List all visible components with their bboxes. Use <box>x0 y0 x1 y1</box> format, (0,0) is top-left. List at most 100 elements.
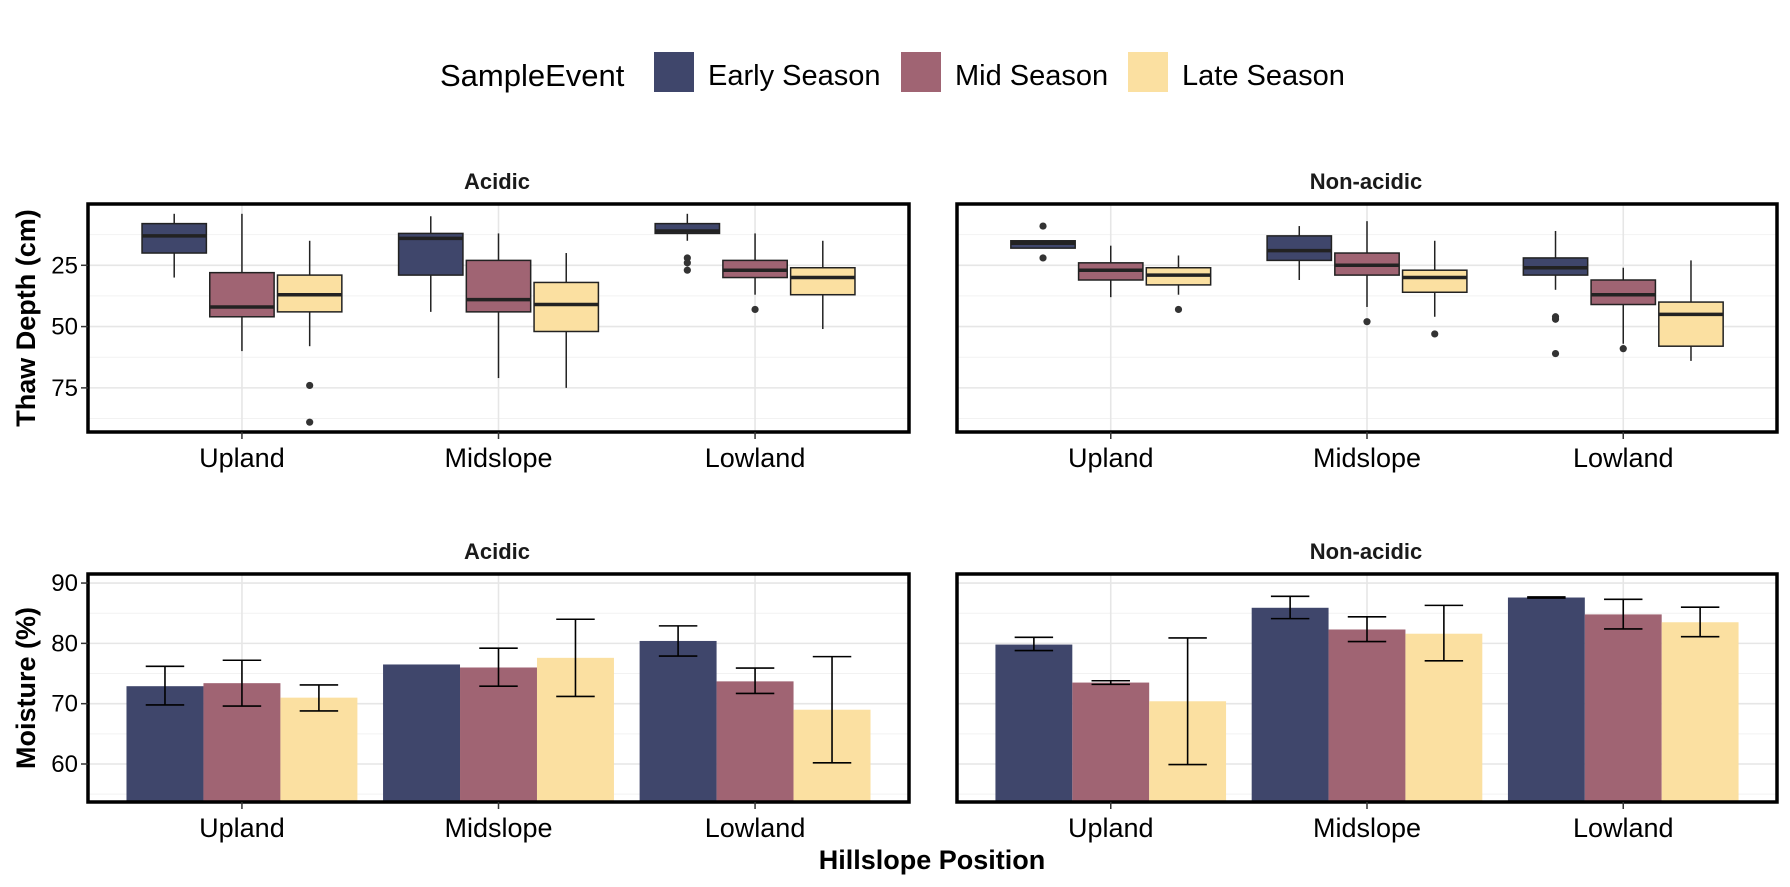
bar-upland-late <box>280 697 358 802</box>
panel-thaw-nonacidic: Upland Midslope Lowland <box>955 202 1779 473</box>
error-bar <box>556 618 595 698</box>
error-bar <box>299 684 339 712</box>
bar-midslope-mid <box>1328 629 1406 802</box>
box-lowland-early <box>1522 230 1589 358</box>
bar-lowland-late <box>1661 622 1739 802</box>
box-lowland-mid <box>722 233 788 314</box>
panel-moisture-acidic: Upland Midslope Lowland 60 70 80 90 <box>51 570 911 843</box>
moisture-y-axis-title: Moisture (%) <box>11 607 41 769</box>
bar-lowland-mid <box>1584 614 1662 802</box>
error-bar <box>1680 606 1720 638</box>
box-upland-mid <box>209 213 275 352</box>
bar-upland-early <box>995 644 1073 802</box>
error-bar <box>735 667 775 695</box>
box-midslope-late <box>1401 240 1468 338</box>
y-tick-label: 25 <box>51 252 78 279</box>
x-tick-label: Upland <box>199 443 285 473</box>
box-outlier <box>1039 254 1047 262</box>
y-tick-label: 90 <box>51 570 78 597</box>
box-outlier <box>306 418 314 426</box>
box-midslope-early <box>397 216 464 312</box>
error-bar <box>1270 595 1310 620</box>
bar-upland-mid <box>1072 682 1150 802</box>
panel-thaw-acidic: Upland Midslope Lowland 25 50 75 <box>51 202 911 473</box>
x-tick-label: Midslope <box>444 443 552 473</box>
bar-lowland-early <box>639 640 717 802</box>
error-bar <box>1604 598 1643 630</box>
box-outlier <box>1551 349 1560 358</box>
error-bar <box>658 625 698 657</box>
legend-key-late <box>1128 52 1168 92</box>
box-outlier <box>1363 318 1371 326</box>
x-tick-label: Midslope <box>444 813 552 843</box>
x-tick-label: Lowland <box>1573 813 1674 843</box>
box-upland-late <box>1145 255 1212 314</box>
box-body <box>654 222 721 235</box>
box-midslope-mid <box>1334 221 1400 326</box>
box-outlier <box>751 305 759 314</box>
error-bar <box>1527 596 1566 599</box>
y-tick-label: 75 <box>51 375 78 402</box>
box-outlier <box>683 259 691 267</box>
legend-label-late: Late Season <box>1182 60 1345 92</box>
facet-title-thaw-nonacidic: Non-acidic <box>1310 169 1422 194</box>
x-tick-label: Lowland <box>705 443 806 473</box>
box-lowland-early <box>654 213 721 274</box>
bar-midslope-late <box>1405 633 1483 802</box>
box-body <box>209 271 275 318</box>
box-body <box>789 266 856 296</box>
box-body <box>1266 235 1333 262</box>
facet-title-thaw-acidic: Acidic <box>464 169 530 194</box>
x-tick-label: Lowland <box>705 813 806 843</box>
x-tick-label: Lowland <box>1573 443 1674 473</box>
bar-lowland-mid <box>716 681 794 802</box>
error-bar <box>222 659 262 707</box>
box-outlier <box>683 266 691 274</box>
y-tick-label: 50 <box>51 314 78 341</box>
box-midslope-mid <box>465 233 532 379</box>
facet-title-moisture-acidic: Acidic <box>464 539 530 564</box>
box-outlier <box>1039 222 1047 230</box>
x-tick-label: Midslope <box>1313 813 1421 843</box>
y-tick-label: 70 <box>51 691 78 718</box>
box-body <box>141 222 208 254</box>
box-lowland-late <box>789 240 856 330</box>
box-lowland-mid <box>1590 267 1657 353</box>
bar-midslope-early <box>1251 607 1329 802</box>
bar-lowland-early <box>1507 597 1585 802</box>
bar-midslope-mid <box>460 667 537 802</box>
box-midslope-early <box>1266 226 1333 280</box>
box-midslope-late <box>533 253 600 388</box>
box-body <box>465 259 532 313</box>
x-tick-label: Upland <box>199 813 285 843</box>
legend-label-early: Early Season <box>708 60 881 92</box>
box-upland-early <box>1010 222 1076 262</box>
error-bar <box>812 655 852 764</box>
box-body <box>533 281 600 333</box>
box-upland-late <box>276 240 343 426</box>
legend-key-early <box>654 52 694 92</box>
box-body <box>1658 301 1724 347</box>
box-upland-early <box>141 213 208 278</box>
box-outlier <box>1431 330 1439 338</box>
box-body <box>397 232 464 276</box>
y-tick-label: 60 <box>51 751 78 778</box>
legend: SampleEvent Early Season Mid Season Late… <box>440 52 1345 93</box>
x-tick-label: Upland <box>1068 813 1154 843</box>
box-outlier <box>1551 315 1560 323</box>
y-tick-label: 80 <box>51 630 78 657</box>
legend-label-mid: Mid Season <box>955 60 1108 92</box>
thaw-y-axis-title: Thaw Depth (cm) <box>11 209 41 427</box>
box-outlier <box>306 381 314 390</box>
bar-midslope-early <box>383 664 461 802</box>
x-tick-label: Midslope <box>1313 443 1421 473</box>
error-bar <box>479 647 518 687</box>
box-upland-mid <box>1077 245 1144 298</box>
error-bar <box>1091 679 1130 686</box>
error-bar <box>145 665 185 706</box>
box-outlier <box>1174 305 1183 314</box>
error-bar <box>1014 636 1054 652</box>
legend-key-mid <box>901 52 941 92</box>
error-bar <box>1424 604 1464 662</box>
